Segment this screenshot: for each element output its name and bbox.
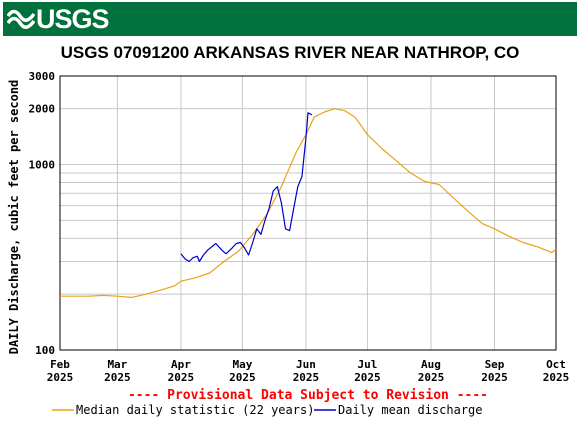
logo-text: USGS bbox=[36, 3, 110, 34]
legend-label: Median daily statistic (22 years) bbox=[76, 403, 314, 417]
x-tick-year: 2025 bbox=[293, 371, 320, 384]
plot-frame bbox=[59, 75, 557, 351]
usgs-banner: USGS bbox=[3, 2, 577, 36]
x-tick-year: 2025 bbox=[104, 371, 131, 384]
x-tick-month: Mar bbox=[107, 358, 127, 371]
y-tick-label: 3000 bbox=[29, 70, 56, 83]
x-tick-month: Aug bbox=[421, 358, 441, 371]
y-axis-ticks: 100 1000 2000 3000 bbox=[29, 70, 56, 357]
median-statistic-line bbox=[60, 108, 557, 298]
x-tick-year: 2025 bbox=[543, 371, 570, 384]
legend-label: Daily mean discharge bbox=[338, 403, 483, 417]
x-tick-month: Oct bbox=[546, 358, 566, 371]
x-tick-year: 2025 bbox=[229, 371, 256, 384]
legend: Median daily statistic (22 years) Daily m… bbox=[52, 403, 483, 417]
y-tick-label: 1000 bbox=[29, 159, 56, 172]
y-axis-label: DAILY Discharge, cubic feet per second bbox=[7, 80, 21, 355]
x-tick-year: 2025 bbox=[168, 371, 195, 384]
provisional-note: ---- Provisional Data Subject to Revisio… bbox=[128, 388, 488, 403]
x-tick-year: 2025 bbox=[481, 371, 508, 384]
x-tick-year: 2025 bbox=[418, 371, 445, 384]
x-tick-year: 2025 bbox=[47, 371, 74, 384]
y-tick-label: 100 bbox=[35, 344, 55, 357]
daily-mean-discharge-line bbox=[180, 112, 313, 263]
x-tick-month: May bbox=[232, 358, 252, 371]
chart-title: USGS 07091200 ARKANSAS RIVER NEAR NATHRO… bbox=[60, 43, 520, 62]
usgs-wave-icon bbox=[7, 9, 35, 29]
x-tick-month: Jun bbox=[296, 358, 316, 371]
x-tick-month: Feb bbox=[50, 358, 70, 371]
x-tick-month: Jul bbox=[358, 358, 378, 371]
usgs-logo[interactable]: USGS bbox=[7, 3, 110, 34]
x-tick-year: 2025 bbox=[354, 371, 381, 384]
x-tick-month: Apr bbox=[171, 358, 191, 371]
x-axis-ticks: Feb2025Mar2025Apr2025May2025Jun2025Jul20… bbox=[47, 358, 570, 384]
series-lines bbox=[60, 108, 557, 298]
y-tick-label: 2000 bbox=[29, 103, 56, 116]
x-tick-month: Sep bbox=[485, 358, 505, 371]
